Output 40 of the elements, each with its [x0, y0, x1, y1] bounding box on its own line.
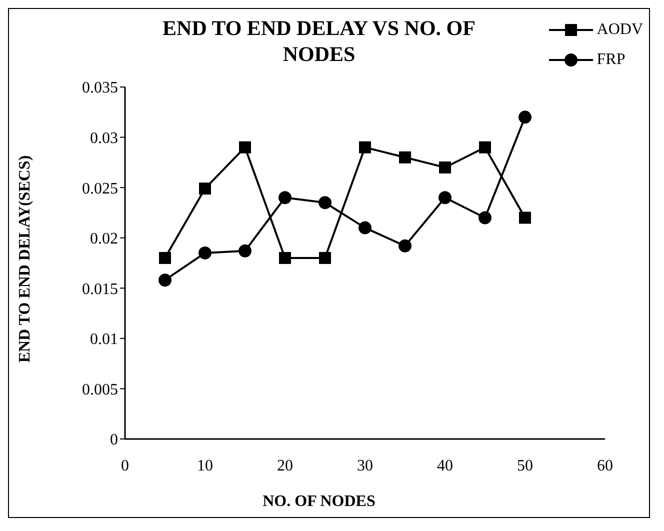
point — [319, 252, 331, 264]
point — [199, 182, 211, 195]
point — [478, 211, 492, 224]
y-tick-label: 0.025 — [82, 180, 118, 198]
point — [159, 252, 171, 264]
point — [479, 141, 491, 154]
point — [399, 151, 411, 164]
point — [398, 239, 412, 252]
point — [318, 196, 332, 210]
x-axis-title: NO. OF NODES — [262, 493, 376, 511]
x-tick-label: 20 — [277, 457, 293, 474]
y-tick-label: 0.02 — [90, 230, 118, 248]
point — [518, 110, 532, 124]
legend-label: FRP — [596, 51, 626, 69]
point — [198, 246, 212, 260]
point — [358, 221, 372, 234]
x-tick-label: 10 — [197, 457, 213, 474]
point — [519, 212, 531, 224]
x-tick-label: 50 — [517, 457, 533, 474]
point — [238, 244, 252, 258]
y-tick-label: 0.005 — [82, 381, 118, 398]
y-tick-label: 0.035 — [82, 80, 118, 97]
point — [438, 191, 452, 204]
point — [359, 141, 371, 154]
point — [239, 141, 251, 154]
x-tick-label: 30 — [357, 457, 373, 474]
y-tick-label: 0 — [110, 432, 118, 449]
x-tick-label: 40 — [437, 457, 453, 474]
y-tick-label: 0.03 — [90, 130, 118, 147]
legend-label: AODV — [596, 21, 643, 39]
x-tick-label: 0 — [121, 457, 129, 474]
x-tick-label: 60 — [597, 457, 613, 474]
point — [158, 274, 172, 287]
y-axis-title: END TO END DELAY(SECS) — [17, 155, 35, 363]
chart-title: END TO END DELAY VS NO. OF NODES — [162, 15, 476, 67]
y-tick-label: 0.015 — [82, 280, 118, 298]
point — [439, 161, 451, 174]
point — [278, 191, 292, 204]
point — [279, 252, 291, 264]
y-tick-label: 0.01 — [90, 331, 118, 348]
